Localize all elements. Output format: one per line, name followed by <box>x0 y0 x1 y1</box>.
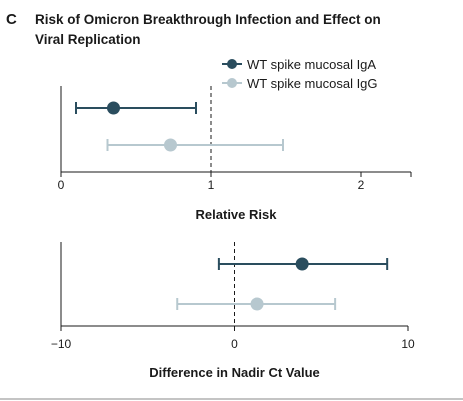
legend-label-igg: WT spike mucosal IgG <box>247 76 378 91</box>
relative-risk-tick-label: 2 <box>358 178 365 192</box>
nadir-ct-panel: −10 0 10 Difference in Nadir Ct Value <box>51 242 415 380</box>
relative-risk-panel: 0 1 2 Relative Risk <box>58 86 412 222</box>
nadir-ct-tick-label: 10 <box>401 337 415 351</box>
relative-risk-tick-label: 1 <box>208 178 215 192</box>
nadir-ct-point-estimate-iga <box>295 257 309 271</box>
nadir-ct-axis-title: Difference in Nadir Ct Value <box>149 365 320 380</box>
legend: WT spike mucosal IgA WT spike mucosal Ig… <box>222 57 378 91</box>
nadir-ct-point-estimate-igg <box>250 297 264 311</box>
legend-item-igg: WT spike mucosal IgG <box>222 76 378 91</box>
legend-label-iga: WT spike mucosal IgA <box>247 57 376 72</box>
title-line-1: Risk of Omicron Breakthrough Infection a… <box>35 12 381 27</box>
nadir-ct-tick-label: −10 <box>51 337 72 351</box>
relative-risk-tick-label: 0 <box>58 178 65 192</box>
legend-swatch-marker-iga <box>227 59 237 69</box>
relative-risk-point-estimate-iga <box>107 101 121 115</box>
title-line-2: Viral Replication <box>35 32 141 47</box>
relative-risk-axis-title: Relative Risk <box>196 207 278 222</box>
legend-item-iga: WT spike mucosal IgA <box>222 57 376 72</box>
nadir-ct-tick-label: 0 <box>231 337 238 351</box>
panel-letter: C <box>6 11 17 28</box>
relative-risk-point-estimate-igg <box>164 138 178 152</box>
legend-swatch-marker-igg <box>227 78 237 88</box>
